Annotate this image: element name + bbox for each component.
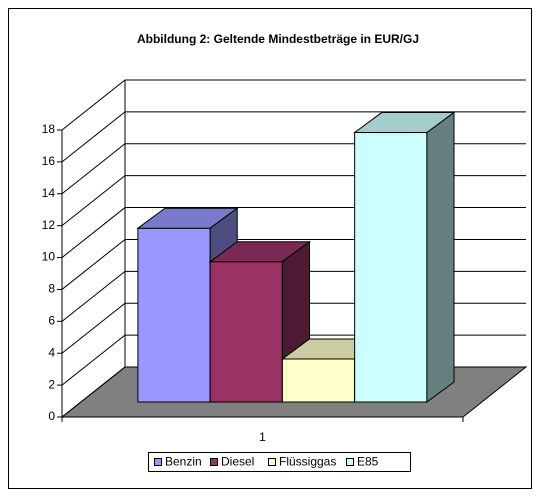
y-tick-label: 10 xyxy=(42,250,56,264)
y-tick-label: 18 xyxy=(42,122,56,136)
bar xyxy=(137,227,211,403)
y-tick-label: 4 xyxy=(48,345,55,359)
y-tick-label: 16 xyxy=(42,154,56,168)
legend-label: Flüssiggas xyxy=(279,455,336,469)
legend-box xyxy=(148,452,411,472)
bar xyxy=(354,132,428,403)
y-tick-label: 6 xyxy=(48,314,55,328)
x-tick-label: 1 xyxy=(259,430,266,444)
y-tick-label: 2 xyxy=(48,377,55,391)
y-tick-label: 12 xyxy=(42,218,56,232)
legend-swatch xyxy=(154,458,162,466)
grid-line xyxy=(61,79,526,131)
legend-label: Benzin xyxy=(165,455,202,469)
y-tick-label: 8 xyxy=(48,282,55,296)
bar xyxy=(209,261,283,403)
grid-line xyxy=(61,111,526,163)
bar xyxy=(281,358,356,403)
legend-label: E85 xyxy=(357,455,379,469)
chart-title: Abbildung 2: Geltende Mindestbeträge in … xyxy=(137,32,419,46)
y-tick-label: 14 xyxy=(42,186,56,200)
bar-side xyxy=(426,111,455,403)
legend-label: Diesel xyxy=(221,455,254,469)
y-tick-label: 0 xyxy=(48,409,55,423)
legend-swatch xyxy=(210,458,218,466)
legend-swatch xyxy=(346,458,354,466)
legend-swatch xyxy=(268,458,276,466)
